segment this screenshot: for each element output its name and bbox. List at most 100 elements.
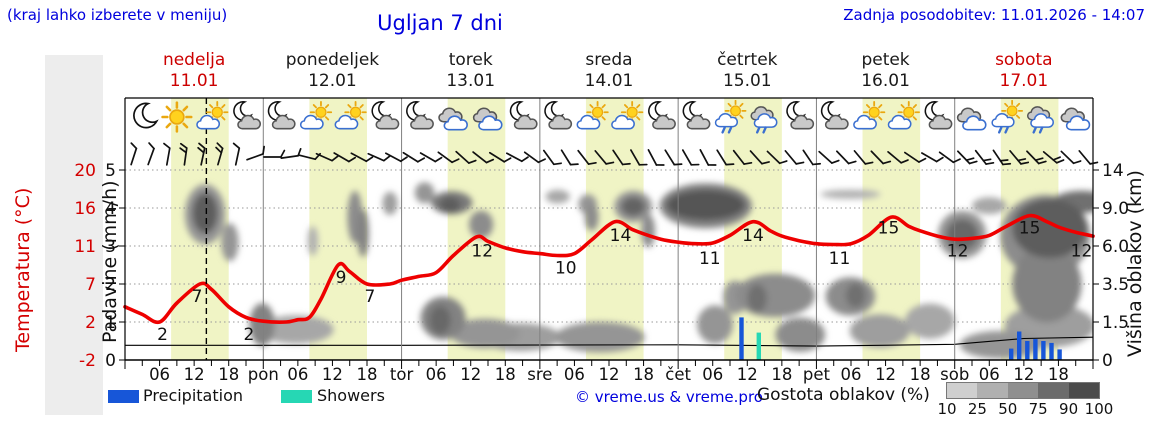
temperature-value-label: 7 (192, 287, 203, 307)
wind-barb-staff (297, 154, 317, 161)
clouds-icon (1061, 108, 1089, 129)
wind-barb-staff (887, 151, 902, 164)
wind-barb (630, 149, 648, 166)
day-date: 17.01 (999, 71, 1049, 91)
cloud-tick-label: 9.0 (1102, 199, 1129, 219)
wind-barb-staff (992, 149, 1004, 166)
moon-cloud-icon (683, 102, 709, 129)
precipitation-bar (1025, 341, 1030, 360)
wind-barb-staff (1078, 150, 1092, 165)
time-label: 18 (633, 365, 654, 384)
wind-barb-staff (488, 151, 506, 163)
wind-barb (664, 149, 683, 166)
wind-barb-tick (198, 142, 206, 150)
wind-barb (577, 149, 597, 165)
temperature-value-label: 10 (555, 259, 577, 279)
density-cell (977, 383, 1008, 398)
wind-barb-tick (130, 142, 138, 150)
wind-barb-staff (217, 147, 224, 166)
wind-barb-tick (399, 156, 408, 163)
showers-legend-label: Showers (317, 386, 385, 405)
moon-cloud-icon (649, 102, 675, 129)
wind-barb-tick (503, 157, 512, 163)
moon-cloud-icon (234, 102, 260, 129)
wind-barb-tick (163, 142, 171, 149)
wind-barb-staff (523, 151, 540, 164)
temp-tick-label: 2 (85, 313, 96, 333)
wind-barb-tick (365, 156, 374, 163)
temperature-curve (123, 213, 1095, 325)
time-label: 12 (599, 365, 620, 384)
moon-cloud-icon (407, 102, 433, 129)
precipitation-swatch (108, 390, 139, 403)
day-abbrev-label: pon (248, 365, 279, 384)
wind-barb-tick (1002, 162, 1012, 166)
temp-tick-label: -2 (79, 351, 96, 371)
temperature-value-label: 2 (157, 325, 168, 345)
wind-barb-staff (716, 149, 728, 166)
cloud-blob (192, 192, 218, 234)
time-label: 12 (460, 365, 481, 384)
density-tick-label: 75 (1028, 400, 1048, 418)
temperature-value-label: 12 (471, 241, 493, 261)
day-date: 14.01 (584, 71, 634, 91)
wind-barb (992, 149, 1012, 166)
wind-barb (384, 152, 408, 163)
wind-barb (749, 150, 770, 165)
wind-barb (419, 152, 443, 163)
cloud-density-title: Gostota oblakov (%) (757, 385, 930, 405)
wind-barb-tick (621, 162, 631, 166)
time-label: 18 (495, 365, 516, 384)
time-label: 12 (322, 365, 343, 384)
wind-barb-staff (853, 150, 867, 165)
wind-barb (179, 142, 188, 166)
day-name: sobota (995, 50, 1053, 70)
cloud-tick-label: 14 (1102, 161, 1124, 181)
wind-barb (716, 149, 735, 166)
wind-barb-tick (743, 161, 753, 165)
wind-barb (333, 152, 357, 163)
wind-barb (647, 149, 665, 166)
wind-barb-staff (732, 149, 745, 165)
credit-link[interactable]: © vreme.us & vreme.pro (575, 388, 763, 406)
wind-barb-tick (348, 156, 357, 163)
menu-hint: (kraj lahko izberete v meniju) (7, 6, 228, 24)
wind-barb-staff (234, 147, 241, 166)
day-abbrev-label: pet (803, 365, 831, 384)
wind-barb (921, 152, 944, 163)
wind-barb-tick (434, 156, 443, 163)
wind-barb-staff (681, 149, 693, 166)
density-tick-label: 90 (1059, 400, 1079, 418)
temperature-value-label: 14 (610, 226, 632, 246)
wind-barb (350, 152, 374, 163)
density-tick-label: 25 (967, 400, 987, 418)
day-abbrev-label: sre (527, 365, 552, 384)
cloud-blob (469, 210, 494, 239)
time-label: 12 (875, 365, 896, 384)
wind-barb-staff (165, 147, 171, 166)
moon-cloud-icon (372, 102, 398, 129)
precip-tick-label: 1 (105, 313, 116, 333)
wind-barb (246, 145, 265, 161)
wind-barb (818, 150, 840, 164)
wind-barb-tick (416, 157, 426, 163)
cloud-blob (734, 273, 816, 318)
cloud-blob (849, 314, 910, 348)
day-header: torek 13.01 (401, 50, 541, 92)
wind-barb (853, 150, 874, 165)
wind-barb (681, 149, 700, 166)
time-label: 18 (218, 365, 239, 384)
day-name: petek (861, 50, 910, 70)
precip-tick-label: 2 (105, 275, 116, 295)
wind-barb-staff (1042, 151, 1058, 164)
time-label: 18 (1048, 365, 1069, 384)
time-label: 06 (979, 365, 1000, 384)
wind-barb-staff (200, 147, 206, 166)
wind-barb-tick (587, 161, 597, 165)
wind-barb-tick (537, 158, 546, 164)
cloud-tick-label: 6.0 (1102, 237, 1129, 257)
wind-barb-staff (974, 149, 987, 165)
wind-barb-staff (647, 149, 658, 166)
moon-icon (134, 103, 157, 127)
wind-barb-tick (882, 160, 892, 165)
